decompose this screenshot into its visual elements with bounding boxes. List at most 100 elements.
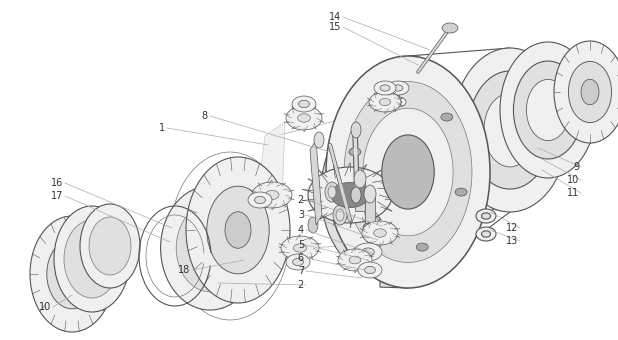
Ellipse shape [500,42,596,178]
Ellipse shape [362,221,398,245]
Ellipse shape [47,239,97,309]
Text: 11: 11 [567,188,579,198]
Ellipse shape [387,81,409,95]
Polygon shape [492,48,510,212]
Ellipse shape [298,114,310,122]
Ellipse shape [358,262,382,278]
Polygon shape [534,42,548,178]
Ellipse shape [349,256,361,264]
Ellipse shape [349,148,361,156]
Ellipse shape [176,204,243,292]
Ellipse shape [481,231,491,237]
Ellipse shape [333,205,347,225]
Text: 16: 16 [51,178,63,188]
Ellipse shape [207,186,269,274]
Ellipse shape [374,229,386,237]
Ellipse shape [455,188,467,196]
Polygon shape [250,122,285,262]
Polygon shape [310,140,322,225]
Ellipse shape [354,202,366,220]
Ellipse shape [343,140,417,244]
Ellipse shape [369,92,401,112]
Text: 1: 1 [159,123,165,133]
Ellipse shape [351,187,361,203]
Polygon shape [365,194,375,226]
Ellipse shape [387,93,400,101]
Ellipse shape [308,217,318,233]
Ellipse shape [476,209,496,223]
Ellipse shape [308,167,392,223]
Ellipse shape [354,170,366,188]
Text: 10: 10 [39,302,51,312]
Ellipse shape [338,249,372,271]
Ellipse shape [382,135,434,209]
Ellipse shape [62,259,82,289]
Ellipse shape [281,236,319,260]
Ellipse shape [298,100,310,107]
Ellipse shape [336,185,365,205]
Ellipse shape [248,192,272,208]
Ellipse shape [365,267,375,274]
Ellipse shape [30,216,114,332]
Ellipse shape [569,62,612,123]
Text: 13: 13 [506,236,518,246]
Ellipse shape [186,157,290,303]
Ellipse shape [252,182,292,208]
Ellipse shape [481,213,491,219]
Ellipse shape [364,217,376,235]
Ellipse shape [255,197,265,204]
Ellipse shape [344,82,472,262]
Ellipse shape [452,48,568,212]
Text: 18: 18 [178,265,190,275]
Ellipse shape [363,223,375,231]
Ellipse shape [380,85,390,91]
Ellipse shape [286,106,322,130]
Ellipse shape [468,71,552,189]
Ellipse shape [379,99,391,105]
Ellipse shape [362,248,375,256]
Ellipse shape [514,61,583,159]
Ellipse shape [476,227,496,241]
Ellipse shape [321,108,439,275]
Ellipse shape [394,100,402,104]
Text: 6: 6 [298,253,304,263]
Ellipse shape [442,23,458,33]
Ellipse shape [554,41,618,143]
Text: 4: 4 [298,225,304,235]
Ellipse shape [581,79,599,105]
Text: 14: 14 [329,12,341,22]
Ellipse shape [328,186,336,198]
Ellipse shape [225,212,251,248]
Text: 5: 5 [298,240,304,250]
Text: 2: 2 [298,280,304,290]
Ellipse shape [314,132,324,148]
Ellipse shape [331,182,369,208]
Ellipse shape [416,243,428,251]
Text: 7: 7 [298,266,304,276]
Text: 8: 8 [202,111,208,121]
Ellipse shape [354,243,382,261]
Ellipse shape [325,182,339,202]
Ellipse shape [80,204,140,288]
Polygon shape [355,179,365,211]
Text: 17: 17 [51,191,63,201]
Ellipse shape [161,186,260,310]
Polygon shape [380,56,408,288]
Ellipse shape [364,185,376,203]
Ellipse shape [286,254,310,270]
Ellipse shape [54,206,130,312]
Text: 2: 2 [298,195,304,205]
Ellipse shape [89,217,131,275]
Ellipse shape [336,209,344,221]
Ellipse shape [326,56,490,288]
Ellipse shape [390,97,406,107]
Ellipse shape [64,220,120,298]
Ellipse shape [292,96,316,112]
Text: 3: 3 [298,210,304,220]
Ellipse shape [374,81,396,95]
Text: 9: 9 [573,162,579,172]
Ellipse shape [441,113,453,121]
Text: 10: 10 [567,175,579,185]
Ellipse shape [351,122,361,138]
Ellipse shape [292,258,303,266]
